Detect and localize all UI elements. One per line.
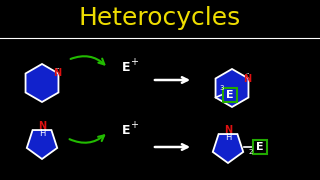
Polygon shape xyxy=(213,134,243,163)
Text: ··: ·· xyxy=(245,71,250,77)
Text: 3: 3 xyxy=(219,84,224,91)
Text: N: N xyxy=(224,125,232,135)
Text: H: H xyxy=(225,132,231,141)
Text: N: N xyxy=(53,69,61,78)
Text: N: N xyxy=(38,121,46,131)
Text: ··: ·· xyxy=(55,66,60,72)
Text: Heterocycles: Heterocycles xyxy=(79,6,241,30)
Text: H: H xyxy=(39,129,45,138)
Text: E: E xyxy=(256,142,264,152)
Polygon shape xyxy=(216,69,248,107)
Text: E: E xyxy=(122,123,130,136)
Text: E: E xyxy=(122,60,130,73)
Polygon shape xyxy=(26,64,59,102)
Text: 2: 2 xyxy=(249,149,253,155)
Text: +: + xyxy=(130,120,138,130)
Polygon shape xyxy=(27,130,57,159)
Text: E: E xyxy=(226,89,233,100)
Text: N: N xyxy=(244,73,252,84)
Text: +: + xyxy=(130,57,138,67)
